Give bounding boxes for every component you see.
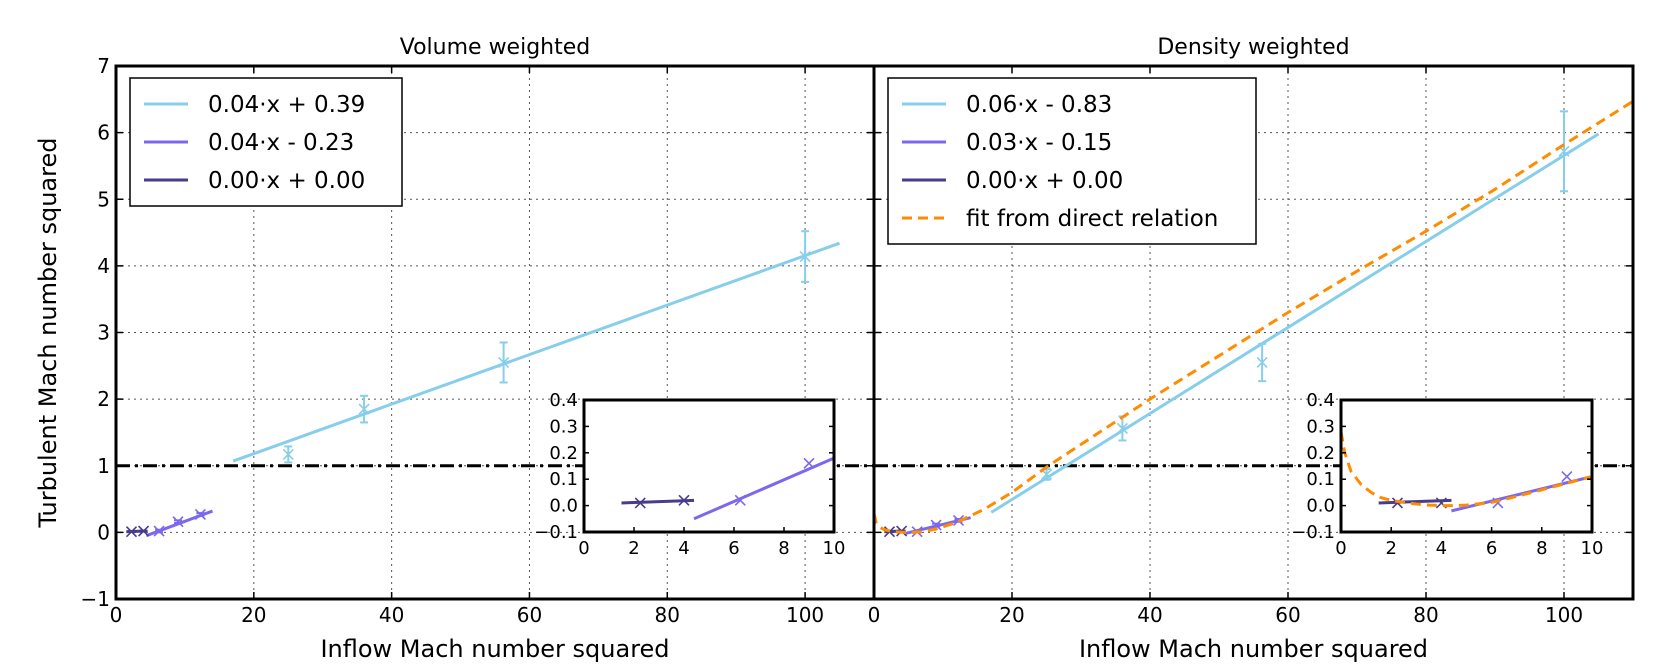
x-tick-label: 20 [999,603,1024,627]
inset-x-tick-label: 4 [1436,538,1447,559]
legend-label: 0.03·x - 0.15 [966,130,1112,156]
y-tick-label: 4 [97,254,110,278]
inset-plot-area [1341,431,1592,513]
x-tick-label: 20 [241,603,266,627]
inset-data-point [634,497,646,509]
inset-fit-line-dark [621,498,695,505]
inset-data-point [803,457,815,469]
x-tick-label: 80 [1413,603,1438,627]
y-tick-label: −1 [81,587,110,611]
data-point [1256,356,1268,369]
inset-y-tick-label: 0.4 [549,390,578,411]
legend-label: 0.00·x + 0.00 [966,168,1123,194]
x-axis-label: Inflow Mach number squared [1079,635,1428,663]
inset-x-tick-label: 6 [728,538,739,559]
x-tick-label: 60 [1275,603,1300,627]
x-tick-label: 40 [1137,603,1162,627]
inset-x-tick-label: 10 [1581,538,1604,559]
legend-label: fit from direct relation [966,206,1218,232]
inset-chart: 0 2 4 6 8 10 −0.1 0.0 0.1 0.2 0.3 0.4 [1291,390,1603,559]
data-point [358,403,370,415]
inset-x-tick-label: 8 [1536,538,1547,559]
inset-fit-line-purple [693,456,834,521]
y-tick-label: 0 [97,520,110,544]
data-point [194,508,206,520]
inset-data-point [1492,497,1504,509]
x-tick-label: 40 [379,603,404,627]
data-point [172,516,184,528]
legend-box [887,77,1257,245]
inset-x-tick-label: 4 [678,538,689,559]
inset-y-tick-label: −0.1 [534,522,578,543]
y-tick-label: 5 [97,187,110,211]
data-point [1116,422,1128,435]
x-tick-label: 100 [1545,603,1583,627]
inset-y-tick-label: 0.4 [1306,390,1335,411]
x-tick-label: 0 [110,603,123,627]
data-point [153,525,165,537]
y-tick-label: 6 [97,121,110,145]
inset-y-tick-label: 0.3 [1306,416,1335,437]
inset-x-tick-label: 2 [628,538,639,559]
inset-plot-area [621,456,834,521]
inset-y-tick-label: 0.2 [549,443,578,464]
x-tick-label: 80 [655,603,680,627]
x-tick-label: 0 [868,603,881,627]
y-tick-label: 2 [97,387,110,411]
y-tick-label: 1 [97,454,110,478]
data-point [125,526,138,538]
inset-data-point [734,494,746,506]
legend-label: 0.04·x + 0.39 [208,92,365,118]
inset-x-tick-label: 2 [1385,538,1396,559]
inset-background [584,400,834,532]
y-axis-label: Turbulent Mach number squared [34,138,62,529]
inset-y-tick-label: 0.1 [1306,469,1335,490]
inset-x-tick-label: 0 [1335,538,1346,559]
inset-data-point [1391,497,1404,509]
inset-y-tick-label: 0.0 [549,496,578,517]
inset-frame [1339,398,1594,534]
inset-data-point [1561,470,1573,483]
inset-y-tick-label: 0.1 [549,469,578,490]
chart-title: Density weighted [1157,35,1349,60]
x-tick-label: 60 [517,603,542,627]
inset-chart: 0 2 4 6 8 10 −0.1 0.0 0.1 0.2 0.3 0.4 [534,390,845,559]
x-tick-label: 100 [786,603,824,627]
y-tick-label: 7 [97,54,110,78]
fit-line-light [232,241,841,463]
legend-label: 0.06·x - 0.83 [966,92,1112,118]
inset-y-tick-label: 0.2 [1306,443,1335,464]
inset-x-tick-label: 0 [578,538,589,559]
inset-y-tick-label: 0.3 [549,416,578,437]
inset-frame [582,398,836,534]
chart-title: Volume weighted [400,35,591,60]
data-point [799,250,811,263]
inset-x-tick-label: 6 [1486,538,1497,559]
legend-label: 0.00·x + 0.00 [208,168,365,194]
legend-label: 0.04·x - 0.23 [208,130,354,156]
y-tick-label: 3 [97,321,110,345]
inset-fit-curve-orange [1341,431,1592,508]
data-point [282,448,294,460]
inset-x-tick-label: 8 [778,538,789,559]
fit-line-light [990,132,1600,514]
data-point [137,525,150,537]
x-axis-label: Inflow Mach number squared [320,635,669,663]
data-point [498,356,510,369]
inset-background [1341,400,1592,532]
fit-curve-orange [874,100,1633,534]
inset-data-point [678,494,690,506]
inset-x-tick-label: 10 [823,538,846,559]
inset-y-tick-label: 0.0 [1306,496,1335,517]
inset-y-tick-label: −0.1 [1291,522,1335,543]
